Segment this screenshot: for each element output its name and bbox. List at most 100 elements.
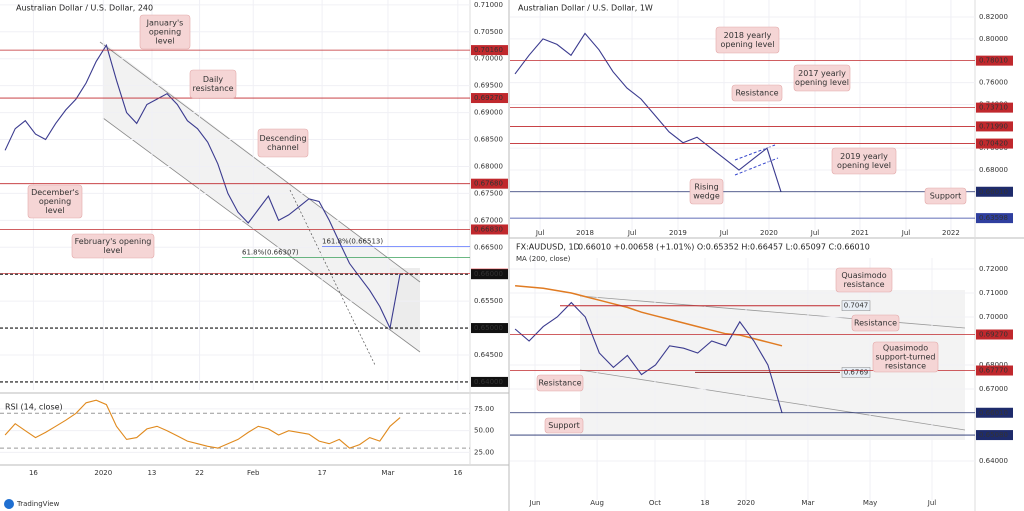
level-tag — [976, 329, 1013, 340]
footer: TradingView — [16, 500, 60, 508]
annotation-text: 2019 yearly — [840, 152, 888, 161]
x-tick-label: 2019 — [669, 229, 687, 237]
level-tag — [976, 102, 1013, 113]
annotation-text: Resistance — [538, 379, 581, 388]
annotation-text: Rising — [694, 183, 718, 192]
y-tick-label: 0.70500 — [474, 28, 503, 36]
y-tick-label: 0.70000 — [474, 55, 503, 63]
level-tag — [976, 407, 1013, 418]
channel-line — [99, 41, 421, 283]
annotation-box — [835, 267, 893, 293]
level-label: 0.71990 — [979, 122, 1008, 130]
wedge-line — [579, 369, 966, 431]
price-line — [4, 399, 401, 449]
annotation-text: opening level — [837, 161, 891, 170]
level-label: 0.66010 — [979, 188, 1008, 196]
x-tick-label: 13 — [147, 469, 156, 477]
annotation-box — [536, 374, 584, 392]
level-tag — [471, 269, 508, 280]
level-label: 0.64000 — [474, 378, 503, 386]
fib-label: 161.8%(0.66513) — [322, 238, 383, 246]
annotation-box — [715, 26, 780, 54]
y-tick-label: 0.71000 — [474, 1, 503, 9]
y-tick-label: 0.67500 — [474, 189, 503, 197]
x-tick-label: Jul — [901, 229, 911, 237]
chart-title: Australian Dollar / U.S. Dollar, 1W — [518, 4, 653, 13]
y-tick-label: 0.68000 — [979, 361, 1008, 369]
annotation-box — [257, 128, 309, 158]
fib-label: 61.8%(0.66307) — [242, 249, 299, 257]
annotation-text: resistance — [192, 84, 233, 93]
annotation-text: January's — [146, 19, 184, 28]
x-tick-label: Aug — [590, 499, 604, 507]
annotation-box — [924, 187, 967, 205]
annotation-text: opening level — [721, 40, 775, 49]
x-tick-label: Feb — [247, 469, 260, 477]
y-tick-label: 0.69000 — [474, 109, 503, 117]
channel-line — [102, 117, 421, 353]
annotation-box — [872, 341, 939, 373]
chart-title: Australian Dollar / U.S. Dollar, 240 — [16, 4, 153, 13]
level-tag — [976, 55, 1013, 66]
level-tag — [841, 300, 871, 311]
y-tick-label: 75.00 — [474, 405, 494, 413]
y-tick-label: 50.00 — [474, 427, 494, 435]
y-tick-label: 0.82000 — [979, 13, 1008, 21]
annotation-text: channel — [267, 143, 299, 152]
x-tick-label: 2021 — [851, 229, 869, 237]
level-label: 0.69270 — [474, 94, 503, 102]
level-tag — [976, 121, 1013, 132]
annotation-text: Resistance — [854, 319, 897, 328]
channel-shade — [103, 42, 420, 352]
level-tag — [471, 224, 508, 235]
annotation-text: December's — [31, 188, 79, 197]
x-tick-label: 22 — [195, 469, 204, 477]
annotation-box — [189, 69, 237, 99]
y-tick-label: 0.66500 — [474, 243, 503, 251]
x-tick-label: Jun — [529, 499, 541, 507]
x-tick-label: 17 — [318, 469, 327, 477]
x-tick-label: Oct — [649, 499, 661, 507]
level-label: 0.65000 — [474, 324, 503, 332]
annotation-text: Daily — [203, 75, 224, 84]
level-tag — [471, 93, 508, 104]
level-label: 0.63598 — [979, 214, 1008, 222]
y-tick-label: 0.68000 — [474, 162, 503, 170]
level-label: 0.70160 — [474, 46, 503, 54]
level-tag — [471, 376, 508, 387]
level-label: 0.6769 — [844, 368, 869, 376]
price-line — [514, 301, 783, 413]
x-tick-label: Jul — [927, 499, 937, 507]
chart-title: RSI (14, close) — [5, 403, 63, 412]
level-tag — [471, 45, 508, 56]
x-tick-label: Jul — [810, 229, 820, 237]
x-tick-label: 2020 — [737, 499, 755, 507]
level-tag — [841, 367, 871, 378]
x-tick-label: 16 — [29, 469, 38, 477]
annotation-box — [793, 64, 851, 92]
zone-shade — [390, 268, 420, 330]
annotation-text: Quasimodo — [841, 271, 886, 280]
chart-title: FX:AUDUSD, 1D — [516, 243, 580, 252]
annotation-text: Quasimodo — [883, 344, 928, 353]
annotation-text: resistance — [843, 280, 884, 289]
level-label: 0.70420 — [979, 140, 1008, 148]
chart-info: 0.66010 +0.00658 (+1.01%) O:0.65352 H:0.… — [578, 243, 870, 252]
annotation-text: Descending — [259, 134, 306, 143]
x-tick-label: 18 — [701, 499, 710, 507]
y-tick-label: 0.68000 — [979, 166, 1008, 174]
level-label: 0.69270 — [979, 331, 1008, 339]
trend-line — [289, 189, 376, 366]
y-tick-label: 0.67000 — [474, 216, 503, 224]
annotation-text: February's opening — [75, 237, 152, 246]
y-tick-label: 0.64500 — [474, 351, 503, 359]
y-tick-label: 0.80000 — [979, 35, 1008, 43]
annotation-box — [27, 184, 83, 219]
y-tick-label: 0.64000 — [979, 457, 1008, 465]
y-tick-label: 0.76000 — [979, 79, 1008, 87]
annotation-text: Resistance — [735, 89, 778, 98]
level-label: 0.78010 — [979, 57, 1008, 65]
level-tag — [976, 213, 1013, 224]
y-tick-label: 0.68500 — [474, 136, 503, 144]
